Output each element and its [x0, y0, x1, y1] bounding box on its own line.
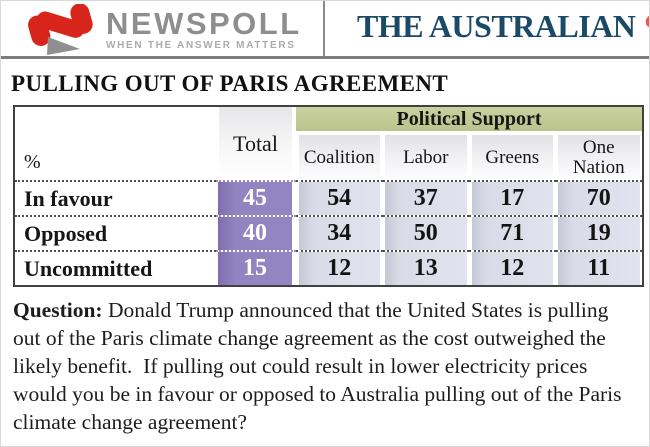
total-cell: 45: [216, 180, 296, 215]
value-cell: 50: [382, 215, 469, 250]
value-cell: 19: [555, 215, 642, 250]
newspoll-tagline: WHEN THE ANSWER MATTERS: [106, 40, 296, 51]
political-support-group-header: Political Support: [296, 107, 642, 135]
table-row-label: In favour: [15, 180, 216, 215]
question-text: Donald Trump announced that the United S…: [13, 298, 622, 434]
table-row-label: Uncommitted: [15, 250, 216, 285]
masthead-divider: [323, 1, 325, 56]
total-column-header: Total: [216, 107, 296, 180]
the-australian-wordmark: THE AUSTRALIAN: [357, 8, 636, 44]
value-cell: 12: [469, 250, 556, 285]
value-cell: 54: [296, 180, 383, 215]
question-label: Question:: [13, 298, 103, 322]
newspoll-logo-icon: [23, 3, 103, 63]
value-cell: 12: [296, 250, 383, 285]
value-cell: 70: [555, 180, 642, 215]
value-cell: 11: [555, 250, 642, 285]
column-header-greens: Greens: [469, 135, 556, 180]
page-title: PULLING OUT OF PARIS AGREEMENT: [11, 71, 449, 96]
percent-unit-label: %: [15, 107, 216, 180]
poll-table: % Total Political Support Coalition Labo…: [13, 105, 644, 287]
value-cell: 17: [469, 180, 556, 215]
total-cell: 15: [216, 250, 296, 285]
column-header-one-nation: One Nation: [556, 135, 643, 180]
value-cell: 37: [382, 180, 469, 215]
total-cell: 40: [216, 215, 296, 250]
newspoll-wordmark: NEWSPOLL: [106, 6, 302, 41]
column-header-labor: Labor: [383, 135, 470, 180]
value-cell: 13: [382, 250, 469, 285]
column-header-coalition: Coalition: [296, 135, 383, 180]
question-paragraph: Question: Donald Trump announced that th…: [13, 296, 639, 436]
masthead-rule: [1, 56, 649, 59]
table-row-label: Opposed: [15, 215, 216, 250]
australia-map-icon: [643, 13, 649, 39]
the-australian-masthead: THE AUSTRALIAN: [357, 8, 649, 44]
newspoll-wordmark-block: NEWSPOLL WHEN THE ANSWER MATTERS: [106, 6, 302, 51]
value-cell: 71: [469, 215, 556, 250]
value-cell: 34: [296, 215, 383, 250]
masthead-bar: NEWSPOLL WHEN THE ANSWER MATTERS THE AUS…: [1, 1, 649, 56]
